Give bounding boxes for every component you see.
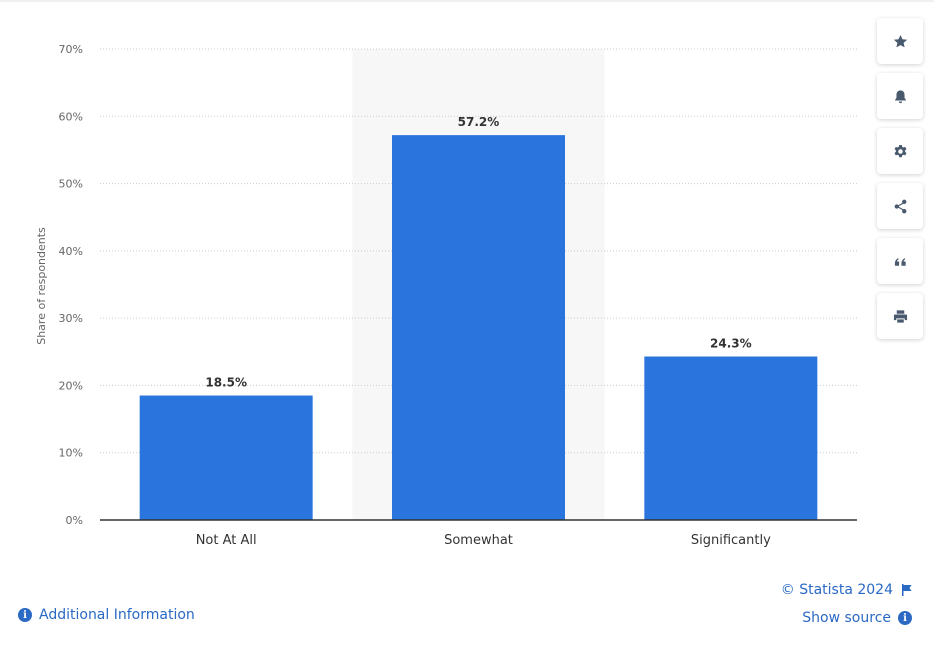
show-source-text: Show source	[802, 610, 891, 626]
y-tick-label: 30%	[59, 312, 83, 325]
bar[interactable]	[644, 356, 817, 520]
data-label: 24.3%	[710, 336, 752, 350]
y-tick-label: 50%	[59, 178, 83, 191]
chart-toolbar	[877, 18, 923, 348]
y-tick-label: 20%	[59, 379, 83, 392]
bar[interactable]	[140, 396, 313, 520]
y-tick-label: 40%	[59, 245, 83, 258]
y-tick-label: 0%	[66, 514, 83, 527]
info-icon: i	[898, 611, 912, 625]
flag-icon[interactable]	[901, 584, 912, 596]
copyright-text[interactable]: © Statista 2024	[781, 582, 893, 598]
y-axis-title: Share of respondents	[35, 227, 48, 345]
x-tick-label: Somewhat	[444, 533, 513, 548]
cite-button[interactable]	[877, 238, 923, 284]
y-tick-label: 10%	[59, 447, 83, 460]
x-tick-label: Significantly	[691, 533, 771, 548]
share-button[interactable]	[877, 183, 923, 229]
bar[interactable]	[392, 135, 565, 520]
settings-button[interactable]	[877, 128, 923, 174]
footer-source: © Statista 2024 Show source i	[781, 580, 912, 628]
additional-info-text: Additional Information	[39, 607, 195, 623]
y-tick-label: 60%	[59, 110, 83, 123]
copyright-row: © Statista 2024	[781, 580, 912, 600]
info-icon: i	[18, 608, 32, 622]
additional-info-link[interactable]: i Additional Information	[18, 607, 195, 623]
share-icon	[893, 199, 908, 214]
data-label: 57.2%	[458, 115, 500, 129]
print-icon	[893, 309, 908, 324]
gear-icon	[893, 144, 908, 159]
print-button[interactable]	[877, 293, 923, 339]
show-source-link[interactable]: Show source i	[781, 608, 912, 628]
y-tick-label: 70%	[59, 43, 83, 56]
quote-icon	[893, 254, 908, 269]
x-tick-label: Not At All	[196, 533, 257, 548]
favorite-button[interactable]	[877, 18, 923, 64]
star-icon	[893, 34, 908, 49]
data-label: 18.5%	[205, 376, 247, 390]
bell-icon	[893, 89, 908, 104]
notification-button[interactable]	[877, 73, 923, 119]
